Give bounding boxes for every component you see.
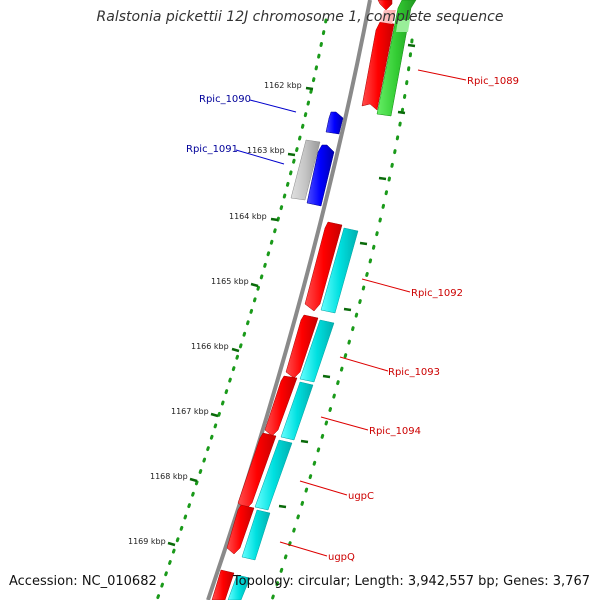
gene-feature-pink	[380, 10, 396, 24]
cds-feature	[226, 504, 255, 555]
gene-label-rpic-1094: Rpic_1094	[369, 426, 421, 437]
gene-feature-cyan	[241, 509, 271, 561]
gene-feature-cyan	[280, 381, 314, 441]
connector-rpic-1090	[249, 99, 297, 113]
scale-ticks	[167, 86, 314, 547]
reverse-dotted-line	[270, 38, 414, 600]
gene-label-rpic-1090: Rpic_1090	[199, 94, 251, 105]
gene-label-ugpc: ugpC	[348, 491, 374, 502]
connector-rpic-1094	[320, 416, 369, 431]
gene-feature-green-cap	[396, 20, 410, 32]
chromosome-backbone	[206, 0, 372, 600]
connector-rpic-1091	[235, 149, 285, 165]
tick-label-1168: 1168 kbp	[150, 472, 188, 481]
tick-label-1164: 1164 kbp	[229, 212, 267, 221]
cds-feature	[304, 221, 343, 312]
gene-feature-cyan	[320, 227, 359, 314]
map-title: Ralstonia pickettii 12J chromosome 1, co…	[96, 9, 504, 25]
genome-summary: Topology: circular; Length: 3,942,557 bp…	[232, 574, 590, 589]
tick-label-1165: 1165 kbp	[211, 277, 249, 286]
gene-label-rpic-1092: Rpic_1092	[411, 288, 463, 299]
tick-1169	[167, 541, 176, 547]
gene-feature-blue	[306, 144, 335, 207]
gene-feature-cyan	[299, 319, 335, 383]
connector-ugpq	[279, 541, 328, 557]
pseudo-feature-gray	[290, 139, 321, 201]
accession-label: Accession: NC_010682	[9, 574, 157, 589]
tick-1162	[305, 86, 314, 91]
tick-1166	[231, 347, 240, 353]
tick-label-1162: 1162 kbp	[264, 81, 302, 90]
connector-rpic-1093	[339, 356, 389, 372]
tick-1164	[270, 217, 279, 222]
gene-feature-cyan	[227, 574, 251, 600]
cds-feature	[377, 0, 393, 11]
gene-label-rpic-1089: Rpic_1089	[467, 76, 519, 87]
gene-feature-cyan	[254, 439, 293, 511]
gene-feature-blue-small	[325, 111, 344, 135]
tick-label-1163: 1163 kbp	[247, 146, 285, 155]
gene-label-rpic-1091: Rpic_1091	[186, 144, 238, 155]
reverse-ticks	[278, 43, 416, 509]
cds-feature	[361, 21, 395, 111]
tick-label-1169: 1169 kbp	[128, 537, 166, 546]
connector-rpic-1089	[417, 69, 467, 81]
tick-1163	[287, 152, 296, 157]
tick-label-1167: 1167 kbp	[171, 407, 209, 416]
tick-1168	[189, 477, 198, 483]
gene-label-ugpq: ugpQ	[328, 552, 355, 563]
gene-label-rpic-1093: Rpic_1093	[388, 367, 440, 378]
tick-1167	[210, 412, 219, 418]
tick-1165	[250, 282, 259, 288]
connector-ugpc	[299, 480, 348, 496]
cds-feature	[211, 569, 235, 600]
tick-label-1166: 1166 kbp	[191, 342, 229, 351]
connector-rpic-1092	[361, 278, 411, 293]
